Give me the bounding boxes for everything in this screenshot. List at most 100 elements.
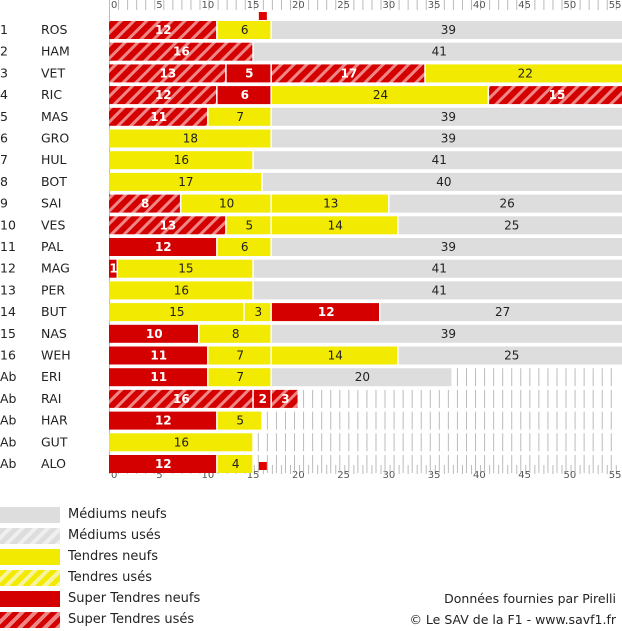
- position-label: 1: [0, 22, 8, 37]
- driver-row: 7 HUL 16 41: [0, 151, 622, 169]
- position-label: 8: [0, 174, 8, 189]
- driver-label: RIC: [41, 87, 62, 102]
- lap-marker-bottom: [259, 462, 267, 470]
- stint-label: 17: [178, 175, 193, 189]
- x-tick-label-top: 50: [564, 0, 577, 11]
- stint-label: 8: [141, 197, 149, 211]
- driver-label: HUL: [41, 152, 67, 167]
- driver-label: PAL: [41, 239, 63, 254]
- stint-label: 13: [159, 66, 176, 80]
- stint-label: 39: [441, 132, 456, 146]
- driver-label: VES: [41, 217, 65, 232]
- x-tick-label-top: 25: [337, 0, 350, 11]
- x-tick-label-bottom: 55: [609, 470, 622, 481]
- legend-item-soft-used: Tendres usés: [0, 568, 260, 589]
- position-label: 6: [0, 131, 8, 146]
- x-tick-label-top: 30: [383, 0, 396, 11]
- driver-label: ROS: [41, 22, 68, 37]
- stint-label: 6: [241, 88, 249, 102]
- stint-label: 11: [150, 110, 167, 124]
- driver-label: GRO: [41, 131, 69, 146]
- x-tick-label-bottom: 35: [428, 470, 441, 481]
- legend-item-soft-new: Tendres neufs: [0, 547, 260, 568]
- driver-label: NAS: [41, 326, 67, 341]
- legend-label: Médiums usés: [68, 528, 161, 544]
- stint-label: 16: [174, 283, 189, 297]
- copyright-credit: © Le SAV de la F1 - www.savf1.fr: [409, 612, 616, 627]
- position-label: 7: [0, 152, 8, 167]
- driver-label: VET: [41, 65, 65, 80]
- stint-label: 16: [173, 45, 190, 59]
- stint-label: 6: [241, 240, 249, 254]
- stint-label: 12: [155, 457, 172, 471]
- position-label: 13: [0, 282, 16, 297]
- driver-label: MAS: [41, 109, 68, 124]
- x-tick-label-bottom: 45: [518, 470, 531, 481]
- x-tick-label-top: 5: [156, 0, 162, 11]
- legend-swatch-soft-used: [0, 570, 60, 586]
- legend-swatch-supersoft-used: [0, 612, 60, 628]
- stint-label: 20: [355, 370, 370, 384]
- position-label: Ab: [0, 413, 17, 428]
- stint-label: 15: [549, 88, 566, 102]
- stint-label: 11: [150, 349, 167, 363]
- stint-label: 41: [432, 153, 447, 167]
- stint-label: 16: [174, 153, 189, 167]
- stint-label: 3: [255, 305, 263, 319]
- stint-label: 14: [328, 349, 343, 363]
- stint-label: 1: [109, 262, 117, 276]
- stint-label: 39: [441, 240, 456, 254]
- stint-label: 17: [340, 66, 357, 80]
- position-label: 14: [0, 304, 16, 319]
- x-tick-label-top: 40: [473, 0, 486, 11]
- legend-label: Médiums neufs: [68, 507, 167, 523]
- x-tick-label-top: 10: [202, 0, 215, 11]
- lap-marker-top: [259, 12, 267, 20]
- stint-label: 4: [232, 457, 240, 471]
- stint-label: 13: [159, 218, 176, 232]
- stint-label: 12: [318, 305, 335, 319]
- position-label: Ab: [0, 456, 17, 471]
- position-label: 15: [0, 326, 16, 341]
- stint-label: 7: [236, 370, 244, 384]
- position-label: 4: [0, 87, 8, 102]
- driver-label: BOT: [41, 174, 67, 189]
- stint-label: 16: [174, 435, 189, 449]
- stint-label: 40: [436, 175, 451, 189]
- stint-label: 2: [259, 392, 267, 406]
- stint-label: 12: [155, 240, 172, 254]
- stint-label: 39: [441, 23, 456, 37]
- stint-label: 39: [441, 327, 456, 341]
- position-label: Ab: [0, 434, 17, 449]
- stint-label: 12: [155, 88, 172, 102]
- stint-label: 39: [441, 110, 456, 124]
- stint-label: 14: [328, 218, 343, 232]
- stint-label: 18: [183, 132, 198, 146]
- stint-label: 10: [219, 197, 234, 211]
- stint-label: 12: [155, 23, 172, 37]
- driver-label: SAI: [41, 196, 61, 211]
- x-tick-label-top: 35: [428, 0, 441, 11]
- driver-label: HAR: [41, 413, 68, 428]
- stint-label: 7: [236, 110, 244, 124]
- x-tick-label-top: 55: [609, 0, 622, 11]
- stint-label: 13: [323, 197, 338, 211]
- stint-label: 15: [169, 305, 184, 319]
- driver-label: PER: [41, 282, 65, 297]
- legend-label: Super Tendres neufs: [68, 591, 200, 607]
- stint-label: 25: [504, 349, 519, 363]
- x-tick-label-bottom: 50: [564, 470, 577, 481]
- driver-row: 6 GRO 18 39: [0, 130, 622, 148]
